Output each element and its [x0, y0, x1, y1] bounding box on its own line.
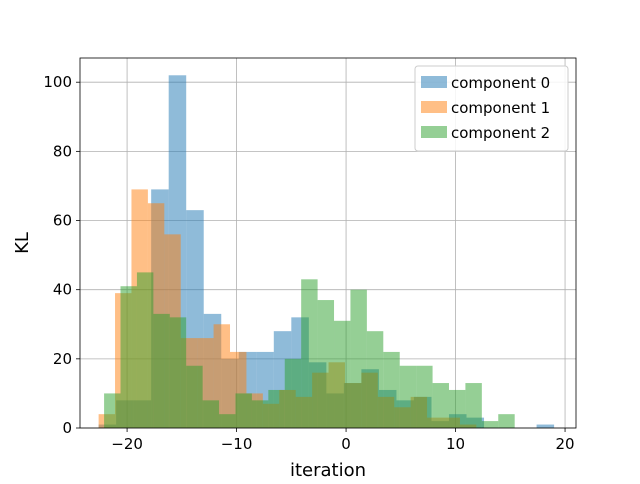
histogram-bar: [498, 414, 515, 428]
legend-label: component 2: [451, 124, 550, 142]
axis-ticks: −20 −10 0 10 20 0 20 40 60 80 100: [43, 73, 574, 453]
legend-label: component 0: [451, 74, 550, 92]
y-tick-label: 40: [53, 281, 72, 299]
series-2-bars: [104, 272, 515, 428]
histogram-bar: [219, 414, 236, 428]
histogram-bar: [104, 393, 121, 428]
x-tick-label: 10: [446, 435, 465, 453]
y-tick-label: 60: [53, 212, 72, 230]
y-tick-label: 20: [53, 350, 72, 368]
histogram-bar: [366, 331, 384, 428]
histogram-bar: [202, 400, 220, 428]
histogram-bar: [350, 289, 367, 428]
legend-swatch: [421, 101, 447, 113]
histogram-bar: [153, 313, 170, 428]
histogram-bar: [448, 389, 466, 428]
histogram-bar: [383, 351, 400, 428]
legend-swatch: [421, 126, 447, 138]
histogram-bar: [481, 421, 499, 428]
x-axis-label: iteration: [290, 460, 366, 480]
histogram-bar: [268, 389, 285, 428]
y-tick-label: 80: [53, 142, 72, 160]
histogram-bar: [186, 365, 203, 428]
x-tick-label: −20: [111, 435, 143, 453]
histogram-bar: [120, 286, 137, 428]
histogram-bar: [301, 279, 318, 428]
histogram-bar: [317, 300, 335, 428]
plot-frame: [79, 57, 577, 429]
histogram-bars: [98, 75, 555, 428]
histogram-bar: [136, 272, 154, 428]
y-axis-label: KL: [12, 232, 33, 254]
histogram-bar: [235, 393, 252, 428]
histogram-bar: [536, 424, 555, 428]
legend-label: component 1: [451, 99, 550, 117]
x-tick-label: 0: [341, 435, 351, 453]
histogram-bar: [334, 320, 351, 428]
histogram-bar: [432, 383, 449, 428]
y-tick-label: 100: [43, 73, 72, 91]
y-tick-label: 0: [62, 419, 72, 437]
x-tick-label: −10: [221, 435, 253, 453]
histogram-bar: [416, 365, 433, 428]
legend-box: [414, 65, 569, 152]
legend-swatch: [421, 76, 447, 88]
x-tick-label: 20: [556, 435, 575, 453]
histogram-bar: [399, 365, 417, 428]
legend: component 0 component 1 component 2: [414, 65, 569, 152]
histogram-bar: [465, 383, 482, 428]
histogram-bar: [284, 358, 302, 428]
histogram-bar: [251, 400, 269, 428]
histogram-bar: [169, 317, 187, 428]
